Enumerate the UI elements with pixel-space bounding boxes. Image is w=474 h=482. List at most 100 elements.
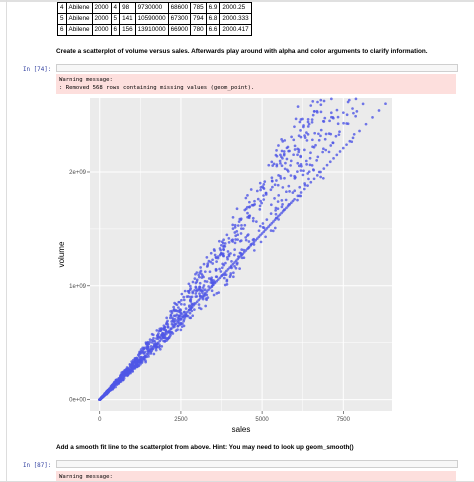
data-point <box>280 211 283 215</box>
data-point <box>179 328 183 332</box>
data-point <box>284 161 287 165</box>
data-point <box>166 325 170 329</box>
data-point <box>160 345 164 348</box>
table-cell: 5 <box>110 13 121 25</box>
data-point <box>299 135 303 139</box>
data-point <box>277 174 280 177</box>
data-point <box>351 107 354 110</box>
data-point <box>315 158 319 162</box>
data-point <box>293 197 296 201</box>
table-cell: 156 <box>119 24 136 36</box>
data-point <box>133 367 137 370</box>
data-point <box>292 153 295 157</box>
data-point <box>352 111 355 115</box>
data-point <box>354 114 357 118</box>
data-point <box>288 190 291 193</box>
data-point <box>234 266 238 270</box>
data-point <box>305 131 308 134</box>
data-point <box>322 99 326 103</box>
data-point <box>115 381 119 384</box>
data-point <box>190 306 193 310</box>
data-point <box>321 176 325 180</box>
data-point <box>207 288 210 292</box>
data-point <box>223 271 227 275</box>
data-point <box>317 132 320 136</box>
data-point <box>175 313 179 317</box>
data-point <box>183 289 187 293</box>
data-point <box>273 226 277 230</box>
data-point <box>315 109 319 113</box>
data-point <box>171 316 174 320</box>
data-point <box>130 364 134 368</box>
data-point <box>183 303 186 306</box>
data-point <box>230 266 233 270</box>
table-cell: 9730000 <box>134 2 169 14</box>
data-point <box>198 306 201 310</box>
data-point <box>199 294 202 298</box>
data-point <box>317 138 321 142</box>
data-point <box>325 163 329 167</box>
data-point <box>211 281 215 285</box>
data-point <box>280 199 284 202</box>
warning-title: Warning message: <box>59 77 113 83</box>
data-point <box>322 167 326 170</box>
data-point <box>282 153 286 157</box>
code-cell-74[interactable] <box>56 64 458 72</box>
data-point <box>322 147 325 151</box>
data-point <box>225 269 228 273</box>
data-point <box>220 243 223 247</box>
data-point <box>265 226 269 230</box>
data-point <box>302 124 305 127</box>
code-cell-87[interactable] <box>56 460 458 468</box>
data-point <box>311 100 315 103</box>
data-point <box>186 314 190 318</box>
data-point <box>139 360 143 364</box>
data-point <box>277 193 281 197</box>
data-point <box>293 189 297 193</box>
data-point <box>218 267 221 271</box>
data-point <box>341 146 345 150</box>
data-point <box>364 122 368 126</box>
data-point <box>147 352 150 356</box>
y-tick-label: 0e+00 <box>69 398 87 404</box>
data-point <box>319 134 322 138</box>
data-point <box>334 134 338 138</box>
table-cell: 4 <box>57 2 67 14</box>
data-point <box>296 198 299 202</box>
data-point <box>215 292 219 295</box>
data-point <box>219 248 223 252</box>
data-point <box>280 149 284 153</box>
data-point <box>221 262 225 266</box>
data-point <box>228 275 232 279</box>
data-point <box>229 252 232 255</box>
markdown-instruction-2: Add a smooth fit line to the scatterplot… <box>56 444 354 451</box>
data-point <box>133 357 137 360</box>
data-point <box>167 330 171 334</box>
data-point <box>354 97 358 101</box>
data-point <box>276 215 280 218</box>
data-point <box>317 170 321 174</box>
data-point <box>233 241 237 245</box>
data-point <box>232 253 236 257</box>
data-point <box>309 180 313 184</box>
table-row: 4 Abilene 2000 4 98 9730000 68600 785 6.9 2000.25 <box>57 2 252 14</box>
data-point <box>149 352 153 355</box>
data-point <box>260 201 263 205</box>
data-point <box>329 111 333 115</box>
table-cell: 98 <box>119 2 136 14</box>
table-cell: 6 <box>110 24 121 36</box>
data-point <box>270 160 274 164</box>
data-point <box>304 159 308 163</box>
data-point <box>293 148 297 151</box>
data-point <box>217 239 221 243</box>
data-point <box>345 122 348 125</box>
data-point <box>140 358 144 362</box>
data-point <box>232 271 235 275</box>
table-cell: 141 <box>119 13 136 25</box>
table-cell: 2000 <box>91 24 112 36</box>
data-point <box>283 139 287 142</box>
data-point <box>315 174 319 177</box>
data-point <box>222 248 226 252</box>
data-point <box>193 302 196 305</box>
table-cell: 6 <box>57 24 67 36</box>
